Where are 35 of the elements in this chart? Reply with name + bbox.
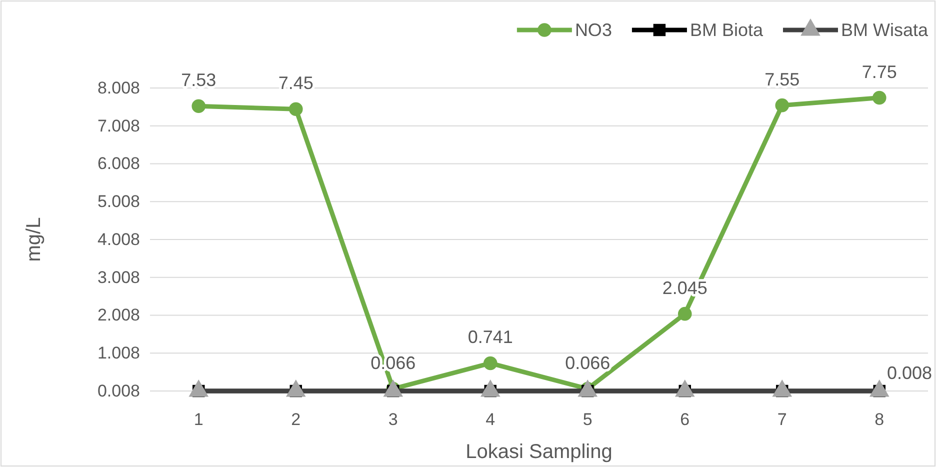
x-tick-label: 2: [291, 410, 301, 430]
point: [192, 99, 206, 113]
point: [483, 356, 498, 370]
y-tick-label: 5.008: [97, 192, 140, 212]
y-tick-label: 7.008: [97, 116, 140, 136]
point: [775, 98, 790, 112]
y-axis-title: mg/L: [23, 217, 45, 262]
y-tick-label: 2.008: [97, 306, 140, 325]
point: [288, 102, 303, 116]
y-tick-label: 8.008: [97, 78, 140, 98]
legend-label: NO3: [574, 20, 612, 40]
legend-label: BM Biota: [690, 20, 764, 40]
y-tick-label: 4.008: [97, 230, 140, 249]
x-axis-title: Lokasi Sampling: [466, 441, 612, 463]
x-tick-label: 3: [388, 410, 398, 430]
x-tick-label: 6: [680, 410, 690, 430]
point: [872, 90, 886, 105]
y-tick-label: 1.008: [97, 344, 140, 363]
data-label: 0.741: [468, 327, 513, 348]
x-tick-label: 7: [777, 410, 787, 430]
data-label: 0.008: [886, 363, 932, 383]
data-label: 7.53: [181, 70, 216, 90]
y-tick-label: 6.008: [97, 154, 140, 174]
data-label: 7.55: [764, 69, 800, 90]
data-label: 7.45: [278, 73, 314, 94]
x-tick-label: 1: [194, 410, 204, 430]
data-label: 7.75: [862, 62, 897, 82]
x-tick-label: 8: [874, 410, 884, 430]
y-tick-label: 3.008: [97, 268, 140, 287]
legend-label: BM Wisata: [840, 20, 929, 40]
point: [678, 306, 692, 321]
x-tick-label: 5: [582, 410, 592, 430]
x-tick-label: 4: [486, 410, 496, 430]
data-label: 0.066: [565, 352, 610, 373]
y-tick-label: 0.008: [97, 381, 140, 400]
